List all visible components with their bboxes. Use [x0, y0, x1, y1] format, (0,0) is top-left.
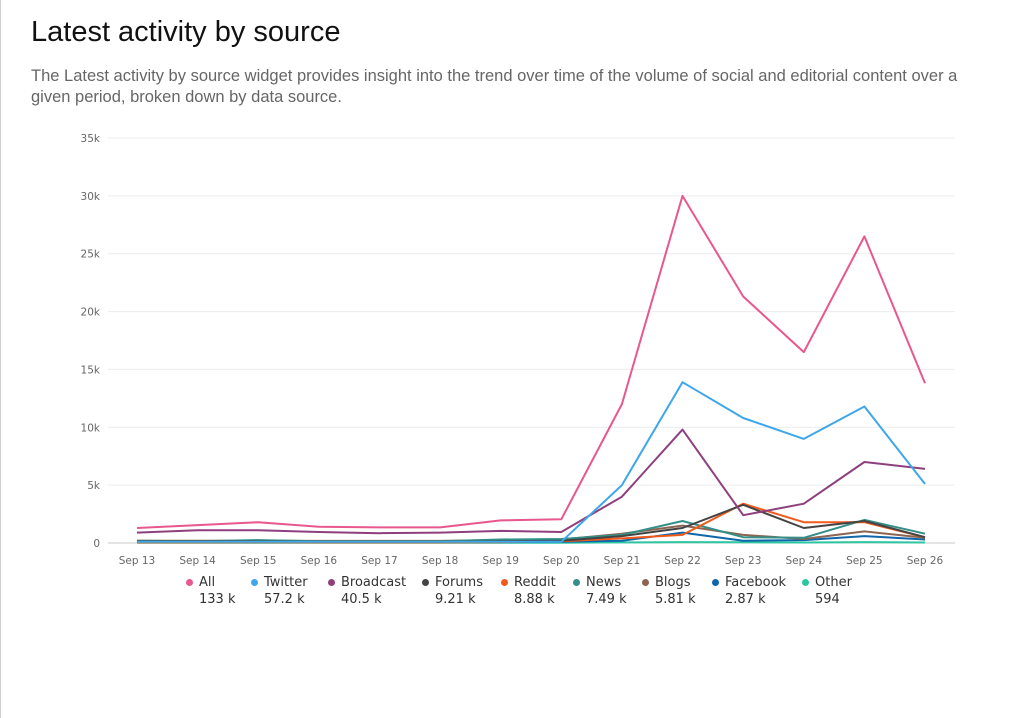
series-line-twitter: [137, 381, 926, 543]
legend-item-news[interactable]: News 7.49 k: [573, 575, 627, 607]
x-tick-label: Sep 24: [786, 555, 823, 567]
x-tick-label: Sep 25: [846, 555, 883, 567]
legend-marker-icon: [328, 579, 335, 586]
legend-series-total: 57.2 k: [264, 592, 305, 607]
x-tick-label: Sep 15: [240, 555, 277, 567]
x-tick-label: Sep 19: [482, 555, 519, 567]
chart-grid: [108, 137, 955, 544]
legend-series-total: 8.88 k: [514, 592, 555, 607]
x-tick-label: Sep 22: [664, 555, 701, 567]
x-tick-label: Sep 18: [422, 555, 459, 567]
legend-series-total: 133 k: [199, 592, 236, 607]
legend-series-name: Other: [815, 575, 852, 590]
legend-item-twitter[interactable]: Twitter 57.2 k: [251, 575, 308, 607]
left-border: [0, 0, 1, 718]
legend-series-name: Broadcast: [341, 575, 407, 590]
legend-label: Broadcast: [328, 575, 406, 590]
legend-marker-icon: [501, 579, 508, 586]
legend-label: Forums: [422, 575, 483, 590]
legend-series-name: News: [586, 575, 622, 590]
legend-label: Other: [802, 575, 852, 590]
y-tick-label: 10k: [81, 422, 101, 434]
chart-legend: All 133 k Twitter 57.2 k Broadcast 40.5 k Foru…: [0, 575, 1031, 615]
y-tick-label: 15k: [81, 364, 101, 376]
legend-marker-icon: [573, 579, 580, 586]
y-axis: 0 5k 10k 15k 20k 25k 30k 35k: [81, 133, 101, 550]
widget-description: The Latest activity by source widget pro…: [31, 67, 958, 106]
legend-marker-icon: [186, 579, 193, 586]
y-tick-label: 20k: [81, 307, 101, 319]
x-tick-label: Sep 20: [543, 555, 580, 567]
legend-series-name: Reddit: [514, 575, 556, 590]
legend-label: Reddit: [501, 575, 556, 590]
legend-label: Twitter: [251, 575, 308, 590]
y-tick-label: 0: [93, 538, 100, 550]
y-tick-label: 35k: [81, 133, 101, 145]
widget-title: Latest activity by source: [31, 16, 341, 48]
x-tick-label: Sep 13: [119, 555, 156, 567]
legend-item-facebook[interactable]: Facebook 2.87 k: [712, 575, 786, 607]
legend-item-forums[interactable]: Forums 9.21 k: [422, 575, 483, 607]
x-tick-label: Sep 26: [907, 555, 944, 567]
legend-series-total: 9.21 k: [435, 592, 476, 607]
series-line-all: [136, 194, 926, 529]
x-tick-label: Sep 21: [604, 555, 641, 567]
legend-series-total: 2.87 k: [725, 592, 766, 607]
series-line-broadcast: [136, 428, 926, 535]
legend-marker-icon: [712, 579, 719, 586]
legend-label: News: [573, 575, 627, 590]
legend-label: Facebook: [712, 575, 786, 590]
legend-series-total: 40.5 k: [341, 592, 382, 607]
legend-label: Blogs: [642, 575, 696, 590]
legend-item-blogs[interactable]: Blogs 5.81 k: [642, 575, 696, 607]
legend-item-other[interactable]: Other 594: [802, 575, 852, 607]
legend-series-name: Forums: [435, 575, 483, 590]
y-tick-label: 25k: [81, 249, 101, 261]
legend-series-total: 5.81 k: [655, 592, 696, 607]
x-tick-label: Sep 16: [301, 555, 338, 567]
legend-marker-icon: [422, 579, 429, 586]
y-tick-label: 5k: [87, 480, 101, 492]
y-tick-label: 30k: [81, 191, 101, 203]
legend-item-broadcast[interactable]: Broadcast 40.5 k: [328, 575, 406, 607]
x-tick-label: Sep 23: [725, 555, 762, 567]
legend-item-reddit[interactable]: Reddit 8.88 k: [501, 575, 556, 607]
line-chart: 0 5k 10k 15k 20k 25k 30k 35k Sep 13 Sep 14 Sep 15…: [81, 133, 955, 567]
series-lines: [136, 194, 926, 544]
series-line-news: [136, 518, 926, 543]
legend-marker-icon: [802, 579, 809, 586]
x-tick-label: Sep 14: [179, 555, 216, 567]
x-axis: Sep 13 Sep 14 Sep 15 Sep 16 Sep 17 Sep 18 Sep …: [119, 555, 944, 567]
legend-series-total: 7.49 k: [586, 592, 627, 607]
legend-series-name: All: [199, 575, 216, 590]
legend-marker-icon: [642, 579, 649, 586]
legend-series-name: Twitter: [264, 575, 308, 590]
legend-series-total: 594: [815, 592, 840, 607]
legend-series-name: Facebook: [725, 575, 787, 590]
legend-series-name: Blogs: [655, 575, 691, 590]
x-tick-label: Sep 17: [361, 555, 398, 567]
legend-marker-icon: [251, 579, 258, 586]
legend-item-all[interactable]: All 133 k: [186, 575, 235, 607]
legend-label: All: [186, 575, 235, 590]
